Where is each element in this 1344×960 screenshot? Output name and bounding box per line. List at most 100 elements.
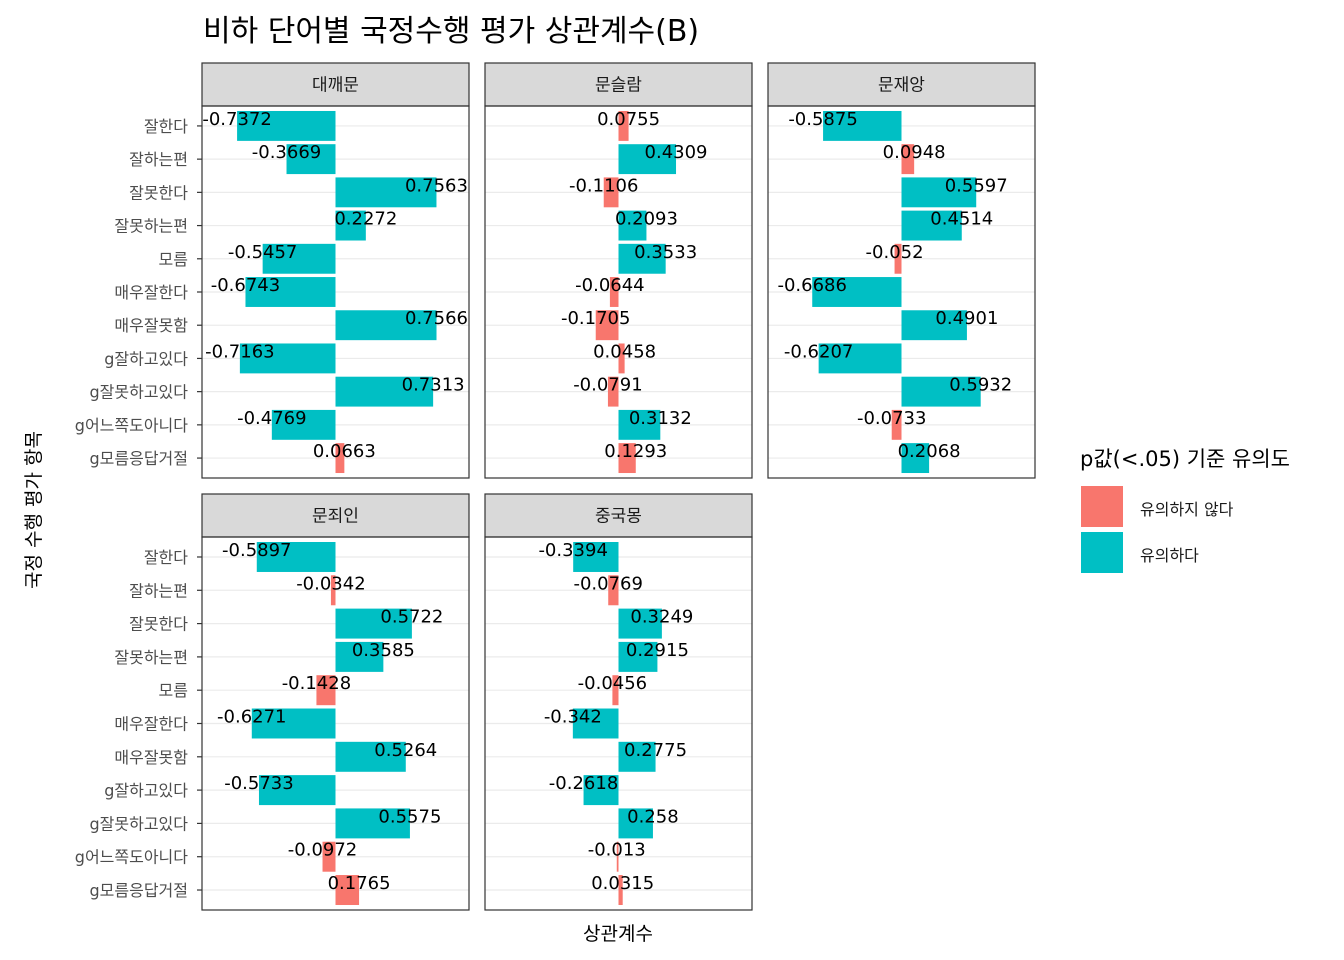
- data-label: -0.7163: [205, 341, 274, 362]
- bar-2-5: [812, 277, 902, 307]
- data-label: 0.4514: [930, 209, 993, 230]
- bar-2-0: [823, 110, 902, 141]
- strip-background: [201, 62, 470, 107]
- y-tick-label: g잘하고있다: [104, 349, 188, 368]
- strip-label: 문죄인: [312, 507, 359, 527]
- data-label: 0.5932: [949, 375, 1012, 396]
- chart-panels: -0.7372 -0.3669 0.7563 0.2272 -0.5457 -0.6743…: [75, 62, 1036, 911]
- data-label: -0.0791: [573, 375, 642, 396]
- bar-2-3: [901, 210, 962, 241]
- panel-2: -0.5875 0.0948 0.5597 0.4514 -0.052 -0.6686 0.…: [767, 62, 1036, 479]
- bar-0-7: [239, 343, 336, 374]
- data-label: -0.3394: [538, 540, 607, 561]
- y-tick-label: 잘못하는편: [114, 217, 188, 236]
- panel-border: [484, 536, 753, 911]
- legend: p값(<.05) 기준 유의도 유의하지 않다 유의하다: [1080, 447, 1290, 573]
- data-label: -0.1106: [569, 175, 638, 196]
- bar-3-5: [251, 708, 336, 739]
- data-label: -0.0769: [573, 573, 642, 594]
- panel-3: -0.5897-0.0342 0.5722 0.3585-0.1428 -0.6271…: [75, 493, 470, 911]
- y-tick-label: 매우잘한다: [114, 715, 188, 734]
- y-tick-label: 잘한다: [144, 548, 188, 567]
- bar-2-2: [901, 177, 977, 208]
- data-label: 0.5597: [945, 175, 1008, 196]
- y-tick-label: g어느쪽도아니다: [75, 416, 188, 435]
- strip-label: 대깨문: [312, 76, 359, 96]
- legend-title: p값(<.05) 기준 유의도: [1080, 447, 1290, 471]
- bar-0-1: [286, 144, 336, 175]
- bar-1-5: [609, 277, 619, 307]
- bar-4-2: [618, 608, 662, 639]
- data-label: 0.0948: [883, 142, 946, 163]
- bar-4-4: [612, 675, 619, 706]
- y-tick-label: 모름: [159, 681, 188, 700]
- data-label: -0.5875: [788, 109, 857, 130]
- bar-0-5: [245, 277, 336, 307]
- bar-1-9: [618, 409, 661, 440]
- bar-4-1: [608, 575, 619, 606]
- bar-2-6: [901, 310, 967, 341]
- data-label: -0.342: [544, 707, 602, 728]
- data-label: -0.052: [866, 242, 924, 263]
- data-label: -0.1428: [282, 673, 351, 694]
- panel-1: 0.0755 0.4309 -0.1106 0.2093 0.3533 -0.0644 -0…: [484, 62, 753, 479]
- bar-3-0: [256, 541, 336, 572]
- bar-2-10: [901, 443, 930, 474]
- bar-2-9: [891, 409, 902, 440]
- bar-4-6: [618, 741, 656, 772]
- bar-4-8: [618, 808, 653, 839]
- legend-swatch-significant: [1081, 532, 1123, 573]
- data-label: -0.0644: [575, 275, 644, 296]
- y-tick-label: 잘하는편: [129, 581, 188, 600]
- y-tick-label: 잘못하는편: [114, 648, 188, 667]
- y-tick-label: g잘못하고있다: [90, 383, 189, 402]
- data-label: -0.0456: [578, 673, 647, 694]
- y-tick-label: 모름: [159, 250, 188, 269]
- panel-border: [484, 105, 753, 479]
- data-label: -0.0972: [288, 840, 357, 861]
- data-label: 0.258: [627, 806, 679, 827]
- panel-0: -0.7372 -0.3669 0.7563 0.2272 -0.5457 -0.6743…: [75, 62, 470, 479]
- bar-0-2: [335, 177, 437, 208]
- data-label: 0.5722: [380, 607, 443, 628]
- y-tick-label: 잘하는편: [129, 150, 188, 169]
- y-tick-label: 매우잘한다: [114, 283, 188, 302]
- bar-1-8: [607, 376, 619, 407]
- y-axis-title: 국정 수행 평가 항목: [23, 431, 45, 589]
- bar-1-1: [618, 144, 677, 175]
- data-label: 0.5575: [378, 806, 441, 827]
- strip-label: 중국몽: [595, 507, 642, 527]
- x-axis-title: 상관계수: [583, 923, 653, 945]
- data-label: 0.0663: [313, 441, 376, 462]
- panel-border: [767, 105, 1036, 479]
- bar-3-10: [335, 875, 360, 906]
- bar-3-3: [335, 641, 384, 672]
- bar-0-10: [335, 443, 345, 474]
- strip-background: [201, 493, 470, 538]
- data-label: 0.7563: [405, 175, 468, 196]
- data-label: -0.5457: [228, 242, 297, 263]
- bar-0-4: [262, 243, 336, 274]
- y-tick-label: g어느쪽도아니다: [75, 848, 188, 867]
- bar-2-4: [894, 243, 902, 274]
- data-label: 0.2093: [615, 209, 678, 230]
- bar-2-8: [901, 376, 981, 407]
- bar-4-7: [583, 775, 619, 806]
- bar-4-9: [616, 841, 619, 872]
- data-label: -0.1705: [561, 308, 630, 329]
- data-label: -0.6743: [211, 275, 280, 296]
- legend-label-not-significant: 유의하지 않다: [1140, 500, 1234, 519]
- bar-3-8: [335, 808, 410, 839]
- bar-0-6: [335, 310, 437, 341]
- bar-4-3: [618, 641, 658, 672]
- data-label: -0.013: [588, 840, 646, 861]
- data-label: 0.5264: [374, 740, 437, 761]
- legend-swatch-not-significant: [1081, 486, 1123, 527]
- panel-4: -0.3394 -0.0769 0.3249 0.2915 -0.0456 -0.342 0…: [484, 493, 753, 911]
- data-label: 0.3249: [630, 607, 693, 628]
- bar-3-4: [316, 675, 336, 706]
- y-tick-label: g잘하고있다: [104, 781, 188, 800]
- chart-title: 비하 단어별 국정수행 평가 상관계수(B): [203, 14, 699, 49]
- bar-3-1: [330, 575, 336, 606]
- data-label: 0.7313: [402, 375, 465, 396]
